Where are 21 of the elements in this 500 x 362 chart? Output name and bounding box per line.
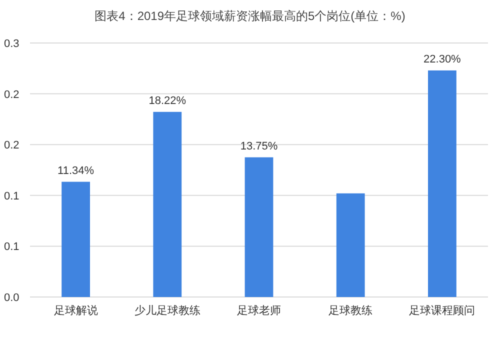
bar <box>244 157 274 297</box>
data-label: 22.30% <box>424 53 462 66</box>
x-tick-label: 足球教练 <box>328 304 373 317</box>
y-tick-label: 0.1 <box>4 241 20 254</box>
x-tick-label: 少儿足球教练 <box>134 304 200 317</box>
x-tick-label: 足球解说 <box>54 304 98 317</box>
chart-title: 图表4：2019年足球领域薪资涨幅最高的5个岗位(单位：%) <box>94 9 406 23</box>
bar <box>62 182 90 297</box>
data-label: 13.75% <box>240 140 278 152</box>
y-tick-label: 0.2 <box>4 88 20 101</box>
y-tick-label: 0.3 <box>4 38 20 50</box>
bar <box>336 193 365 297</box>
y-tick-label: 0.0 <box>4 292 20 304</box>
x-tick-label: 足球老师 <box>237 304 281 317</box>
data-label: 18.22% <box>148 94 186 107</box>
y-tick-label: 0.1 <box>4 190 20 202</box>
bar <box>428 70 456 297</box>
y-tick-label: 0.2 <box>4 140 20 152</box>
x-tick-label: 足球课程顾问 <box>409 304 476 317</box>
bar <box>153 112 182 297</box>
data-label: 11.34% <box>58 164 94 177</box>
